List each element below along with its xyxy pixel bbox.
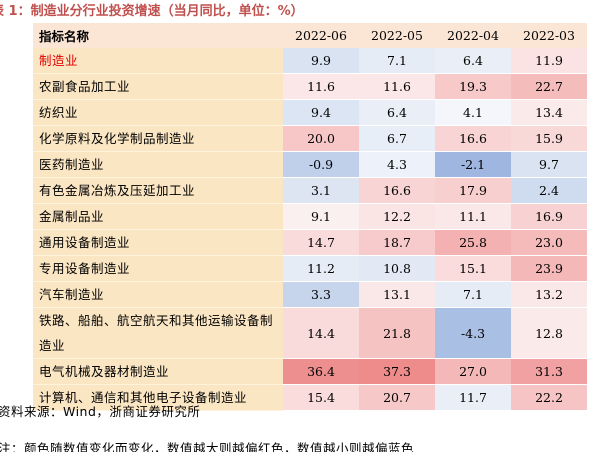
- table-row: 计算机、通信和其他电子设备制造业 15.4 20.7 11.7 22.2: [33, 384, 587, 411]
- value-cell: -2.1: [435, 151, 511, 178]
- table-row: 纺织业 9.4 6.4 4.1 13.4: [33, 99, 587, 126]
- table-title: 表 1：制造业分行业投资增速（当月同比，单位：%）: [0, 4, 304, 19]
- value-cell: 3.3: [283, 281, 359, 308]
- table-row: 通用设备制造业 14.7 18.7 25.8 23.0: [33, 229, 587, 256]
- value-cell: 11.7: [435, 384, 511, 411]
- value-cell: -4.3: [435, 307, 511, 359]
- row-name: 电气机械及器材制造业: [33, 358, 283, 385]
- value-cell: 21.8: [359, 307, 435, 359]
- value-cell: 20.7: [359, 384, 435, 411]
- value-cell: 36.4: [283, 358, 359, 385]
- row-name: 医药制造业: [33, 151, 283, 178]
- value-cell: 10.8: [359, 255, 435, 282]
- value-cell: 25.8: [435, 229, 511, 256]
- value-cell: 15.9: [511, 125, 587, 152]
- table-row: 铁路、船舶、航空航天和其他运输设备制造业 14.4 21.8 -4.3 12.8: [33, 307, 587, 359]
- value-cell: 11.2: [283, 255, 359, 282]
- value-cell: 19.3: [435, 73, 511, 100]
- value-cell: 14.7: [283, 229, 359, 256]
- value-cell: 6.4: [359, 99, 435, 126]
- value-cell: 9.4: [283, 99, 359, 126]
- value-cell: 4.1: [435, 99, 511, 126]
- value-cell: 23.0: [511, 229, 587, 256]
- value-cell: 11.9: [511, 48, 587, 74]
- value-cell: 6.4: [435, 48, 511, 74]
- value-cell: 18.7: [359, 229, 435, 256]
- value-cell: 9.9: [283, 48, 359, 74]
- header-col-3: 2022-03: [511, 23, 587, 48]
- table-row: 专用设备制造业 11.2 10.8 15.1 23.9: [33, 255, 587, 282]
- value-cell: -0.9: [283, 151, 359, 178]
- table-row: 有色金属冶炼及压延加工业 3.1 16.6 17.9 2.4: [33, 177, 587, 204]
- header-name: 指标名称: [33, 23, 283, 48]
- row-name: 金属制品业: [33, 203, 283, 230]
- value-cell: 31.3: [511, 358, 587, 385]
- header-row: 指标名称 2022-06 2022-05 2022-04 2022-03: [33, 23, 587, 48]
- value-cell: 22.2: [511, 384, 587, 411]
- table-row: 金属制品业 9.1 12.2 11.1 16.9: [33, 203, 587, 230]
- source-note: 资料来源：Wind，浙商证券研究所: [0, 404, 201, 419]
- row-name: 制造业: [33, 48, 283, 74]
- row-name: 通用设备制造业: [33, 229, 283, 256]
- row-name: 农副食品加工业: [33, 73, 283, 100]
- value-cell: 15.1: [435, 255, 511, 282]
- table-row: 化学原料及化学制品制造业 20.0 6.7 16.6 15.9: [33, 125, 587, 152]
- value-cell: 14.4: [283, 307, 359, 359]
- value-cell: 16.6: [359, 177, 435, 204]
- value-cell: 3.1: [283, 177, 359, 204]
- value-cell: 12.2: [359, 203, 435, 230]
- header-col-0: 2022-06: [283, 23, 359, 48]
- value-cell: 11.6: [283, 73, 359, 100]
- table-row: 农副食品加工业 11.6 11.6 19.3 22.7: [33, 73, 587, 100]
- row-name: 汽车制造业: [33, 281, 283, 308]
- value-cell: 15.4: [283, 384, 359, 411]
- row-name: 铁路、船舶、航空航天和其他运输设备制造业: [33, 307, 283, 359]
- table-row: 汽车制造业 3.3 13.1 7.1 13.2: [33, 281, 587, 308]
- table-row: 制造业 9.9 7.1 6.4 11.9: [33, 48, 587, 74]
- value-cell: 11.6: [359, 73, 435, 100]
- data-table: 指标名称 2022-06 2022-05 2022-04 2022-03 制造业…: [33, 23, 587, 411]
- table-row: 医药制造业 -0.9 4.3 -2.1 9.7: [33, 151, 587, 178]
- value-cell: 13.4: [511, 99, 587, 126]
- value-cell: 37.3: [359, 358, 435, 385]
- row-name: 专用设备制造业: [33, 255, 283, 282]
- row-name: 计算机、通信和其他电子设备制造业: [33, 384, 283, 411]
- row-name: 化学原料及化学制品制造业: [33, 125, 283, 152]
- value-cell: 17.9: [435, 177, 511, 204]
- header-col-2: 2022-04: [435, 23, 511, 48]
- row-name: 纺织业: [33, 99, 283, 126]
- value-cell: 2.4: [511, 177, 587, 204]
- value-cell: 13.1: [359, 281, 435, 308]
- value-cell: 9.7: [511, 151, 587, 178]
- value-cell: 11.1: [435, 203, 511, 230]
- table-row: 电气机械及器材制造业 36.4 37.3 27.0 31.3: [33, 358, 587, 385]
- value-cell: 16.9: [511, 203, 587, 230]
- value-cell: 22.7: [511, 73, 587, 100]
- value-cell: 13.2: [511, 281, 587, 308]
- value-cell: 7.1: [359, 48, 435, 74]
- value-cell: 27.0: [435, 358, 511, 385]
- value-cell: 23.9: [511, 255, 587, 282]
- row-name: 有色金属冶炼及压延加工业: [33, 177, 283, 204]
- color-note: 注：颜色随数值变化而变化，数值越大则越偏红色，数值越小则越偏蓝色: [0, 441, 415, 452]
- header-col-1: 2022-05: [359, 23, 435, 48]
- value-cell: 9.1: [283, 203, 359, 230]
- value-cell: 20.0: [283, 125, 359, 152]
- value-cell: 12.8: [511, 307, 587, 359]
- value-cell: 4.3: [359, 151, 435, 178]
- value-cell: 6.7: [359, 125, 435, 152]
- value-cell: 16.6: [435, 125, 511, 152]
- value-cell: 7.1: [435, 281, 511, 308]
